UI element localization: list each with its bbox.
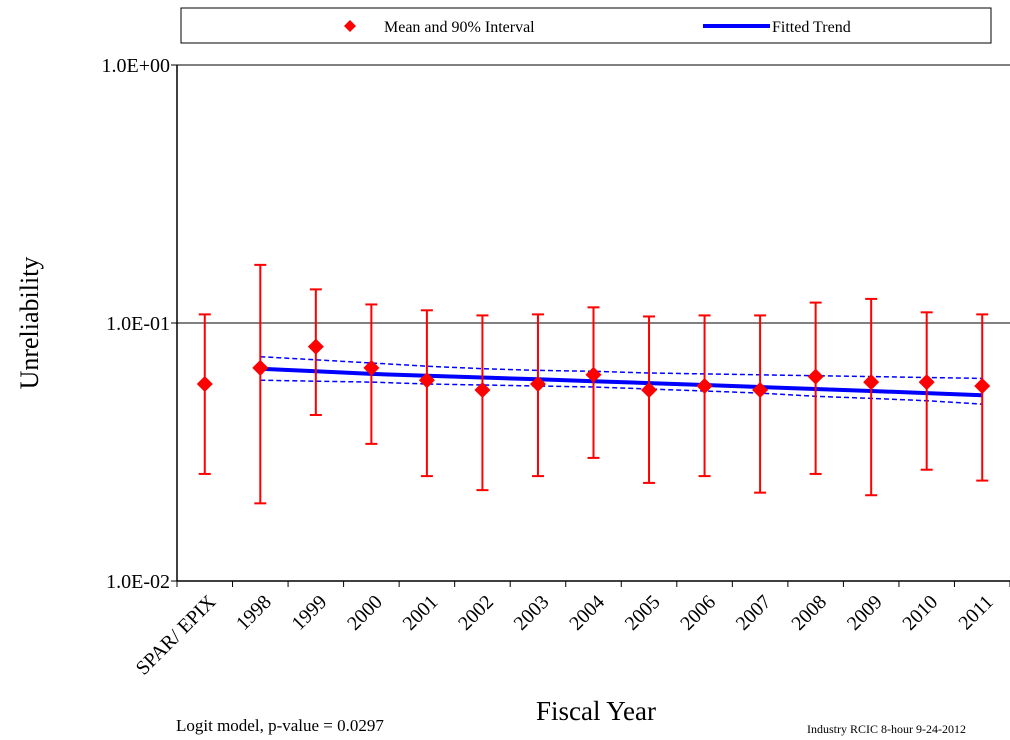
x-tick-label: 2006: [676, 591, 720, 635]
x-tick-label: 1999: [288, 591, 332, 635]
trend-lower-bound: [260, 379, 983, 405]
y-tick-label: 1.0E-02: [106, 571, 170, 593]
x-tick-label: 2007: [732, 591, 776, 635]
y-axis-ticks: 1.0E+00 1.0E-01 1.0E-02: [102, 55, 177, 593]
mean-point: [641, 381, 658, 398]
mean-interval-layer: [196, 263, 991, 505]
x-tick-label: 2003: [510, 591, 554, 635]
x-axis-ticks: SPAR/ EPIX 1998 1999 2000 2001 2002 2003 2004 20…: [132, 581, 1010, 680]
y-tick-label: 1.0E+00: [102, 55, 171, 77]
mean-point: [974, 377, 991, 394]
source-footnote: Industry RCIC 8-hour 9-24-2012: [807, 722, 966, 736]
y-axis-title: Unreliability: [15, 257, 44, 390]
x-tick-label: 2011: [954, 591, 997, 634]
trend-line: [260, 366, 983, 398]
legend-box: [180, 7, 992, 44]
mean-point: [696, 377, 713, 394]
mean-point: [863, 374, 880, 391]
legend-label-mean-interval: Mean and 90% Interval: [384, 19, 535, 36]
fitted-trend-layer: [260, 355, 983, 405]
mean-point: [418, 372, 435, 389]
mean-point: [307, 338, 324, 355]
x-axis-title: Fiscal Year: [536, 696, 656, 726]
legend: Mean and 90% Interval Fitted Trend: [180, 7, 992, 44]
x-tick-label: 2010: [898, 591, 942, 635]
mean-point: [585, 366, 602, 383]
trend-upper-bound: [260, 355, 983, 380]
x-tick-label: 2000: [343, 591, 387, 635]
mean-point: [474, 381, 491, 398]
mean-point: [807, 368, 824, 385]
mean-point: [529, 376, 546, 393]
x-tick-label: SPAR/ EPIX: [132, 591, 221, 680]
x-tick-label: 2009: [843, 591, 887, 635]
legend-label-fitted-trend: Fitted Trend: [772, 19, 851, 36]
x-tick-label: 2002: [454, 591, 498, 635]
x-tick-label: 2001: [399, 591, 443, 635]
model-footnote: Logit model, p-value = 0.0297: [176, 716, 384, 735]
mean-point: [752, 381, 769, 398]
legend-diamond-marker: [344, 20, 356, 32]
x-tick-label: 2005: [621, 591, 665, 635]
y-tick-label: 1.0E-01: [106, 313, 170, 335]
mean-point: [252, 359, 269, 376]
mean-point: [196, 376, 213, 393]
mean-point: [363, 359, 380, 376]
x-tick-label: 2008: [787, 591, 831, 635]
mean-point: [918, 374, 935, 391]
x-tick-label: 1998: [232, 591, 276, 635]
x-tick-label: 2004: [565, 591, 609, 635]
